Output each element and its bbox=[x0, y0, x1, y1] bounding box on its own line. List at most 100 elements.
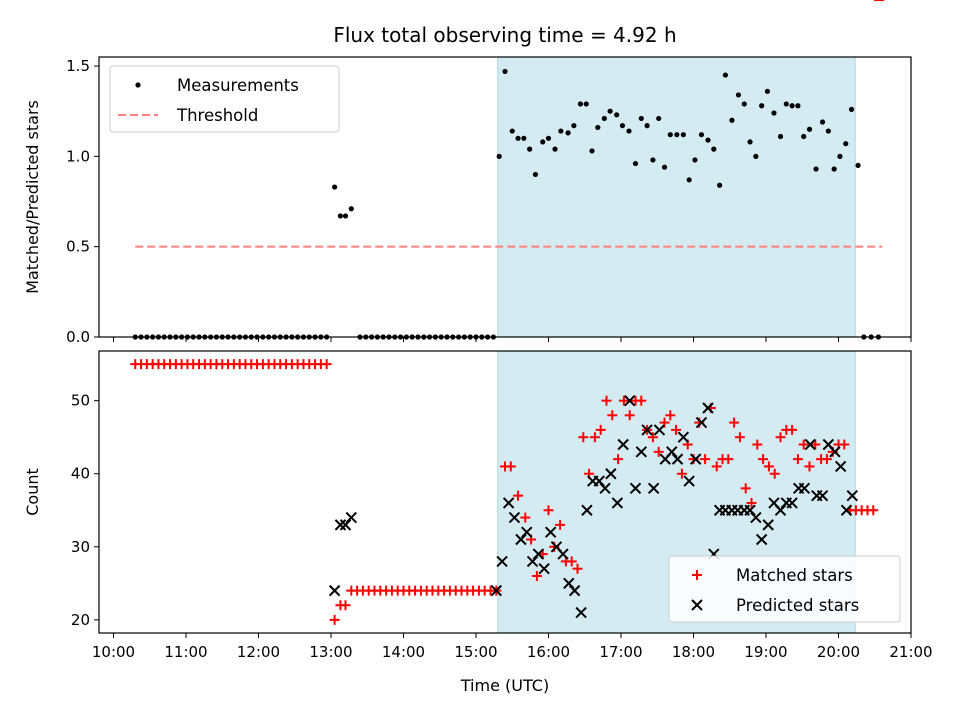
measurement-point bbox=[607, 108, 613, 114]
predicted-star-point bbox=[647, 482, 660, 495]
predicted-star-point bbox=[786, 497, 798, 509]
predicted-star-point bbox=[502, 497, 515, 509]
predicted-star-point bbox=[611, 497, 624, 509]
measurement-point bbox=[764, 88, 771, 94]
matched-star-point bbox=[769, 468, 780, 479]
matched-star-point bbox=[746, 497, 757, 508]
predicted-star-point bbox=[563, 577, 575, 590]
matched-star-point bbox=[792, 454, 803, 465]
measurement-point bbox=[545, 135, 552, 141]
x-axis-label: Time (UTC) bbox=[460, 676, 549, 695]
measurement-point bbox=[729, 117, 735, 123]
measurement-point bbox=[747, 139, 753, 145]
predicted-star-point bbox=[334, 519, 347, 531]
panel-ratio: 0.0 0.5 1.0 1.5 Matched/Predicted stars Measu… bbox=[23, 56, 912, 346]
measurement-point bbox=[583, 101, 589, 107]
x-tick-label: 18:00 bbox=[672, 643, 715, 661]
measurement-point bbox=[674, 132, 680, 138]
predicted-star-point bbox=[515, 533, 527, 546]
predicted-star-point bbox=[653, 424, 666, 436]
predicted-star-point bbox=[345, 511, 358, 524]
matched-star-point bbox=[758, 454, 769, 465]
y-axis-label: Matched/Predicted stars bbox=[23, 100, 42, 294]
measurement-point bbox=[332, 184, 338, 190]
y-tick-label: 30 bbox=[71, 538, 90, 556]
matched-star-point bbox=[734, 432, 745, 443]
matched-star-point bbox=[810, 439, 821, 450]
matched-star-point bbox=[740, 483, 751, 494]
matched-star-point bbox=[572, 563, 583, 574]
predicted-star-point bbox=[666, 446, 678, 458]
predicted-star-point bbox=[526, 555, 539, 568]
predicted-star-point bbox=[689, 453, 702, 465]
panel-counts: 20 30 40 50 10:00 11:00 12:00 13:00 14:00 15:00 16… bbox=[23, 0, 933, 661]
measurement-point bbox=[656, 115, 662, 122]
predicted-star-point bbox=[750, 511, 762, 524]
measurement-point bbox=[801, 133, 807, 140]
predicted-star-point bbox=[575, 606, 587, 619]
measurement-point bbox=[717, 182, 723, 188]
measurement-point bbox=[521, 135, 527, 141]
measurement-point bbox=[337, 213, 344, 219]
observing-interval-shade bbox=[497, 57, 856, 337]
x-tick-label: 14:00 bbox=[382, 643, 425, 661]
predicted-star-point bbox=[840, 504, 853, 516]
measurement-point bbox=[735, 92, 742, 98]
measurement-point bbox=[342, 213, 349, 219]
measurement-point bbox=[843, 141, 849, 147]
measurement-point bbox=[348, 206, 354, 212]
x-tick-label: 15:00 bbox=[454, 643, 497, 661]
predicted-star-point bbox=[774, 504, 787, 516]
measurement-point bbox=[777, 133, 784, 140]
predicted-star-point bbox=[629, 482, 642, 495]
matched-star-point bbox=[531, 571, 542, 582]
matched-star-point bbox=[520, 512, 531, 523]
matched-star-point bbox=[775, 432, 786, 443]
predicted-star-point bbox=[593, 475, 605, 487]
predicted-star-point bbox=[804, 438, 816, 451]
measurement-point bbox=[686, 177, 692, 183]
measurement-point bbox=[619, 123, 626, 129]
y-tick-label: 40 bbox=[71, 465, 90, 483]
predicted-star-point bbox=[521, 526, 533, 538]
measurement-point bbox=[565, 130, 571, 136]
legend-label: Predicted stars bbox=[736, 596, 859, 615]
predicted-star-point bbox=[605, 468, 617, 480]
predicted-star-point bbox=[755, 533, 768, 546]
measurement-point bbox=[705, 137, 711, 143]
predicted-star-point bbox=[829, 446, 841, 458]
matched-star-point bbox=[729, 417, 740, 428]
matched-star-point bbox=[700, 454, 711, 465]
matched-star-point bbox=[653, 446, 664, 457]
legend-measurement-marker bbox=[135, 82, 141, 88]
predicted-star-point bbox=[508, 511, 521, 524]
matched-star-point bbox=[555, 519, 566, 530]
predicted-star-point bbox=[568, 584, 581, 597]
measurement-point bbox=[558, 128, 564, 134]
matched-star-point bbox=[601, 395, 612, 406]
matched-star-point bbox=[821, 454, 832, 465]
measurement-point bbox=[789, 103, 795, 109]
measurement-point bbox=[741, 101, 747, 107]
predicted-star-point bbox=[623, 394, 636, 407]
matched-star-point bbox=[752, 439, 763, 450]
predicted-star-point bbox=[744, 504, 756, 516]
matched-star-point bbox=[595, 424, 606, 435]
predicted-star-point bbox=[798, 482, 811, 495]
predicted-star-point bbox=[816, 489, 829, 502]
measurement-point bbox=[552, 146, 558, 152]
legend-box bbox=[668, 555, 901, 623]
predicted-star-point bbox=[846, 489, 858, 502]
measurement-point bbox=[819, 119, 826, 125]
legend-box bbox=[109, 65, 340, 133]
x-tick-label: 17:00 bbox=[599, 643, 642, 661]
measurement-point bbox=[680, 132, 686, 138]
measurement-point bbox=[837, 153, 843, 159]
predicted-star-point bbox=[532, 548, 545, 560]
measurement-point bbox=[825, 128, 831, 134]
matched-star-point bbox=[723, 454, 734, 465]
measurement-point bbox=[601, 115, 607, 122]
plot-frame bbox=[98, 56, 912, 338]
measurement-point bbox=[650, 157, 656, 163]
legend-predicted-marker bbox=[691, 599, 703, 611]
